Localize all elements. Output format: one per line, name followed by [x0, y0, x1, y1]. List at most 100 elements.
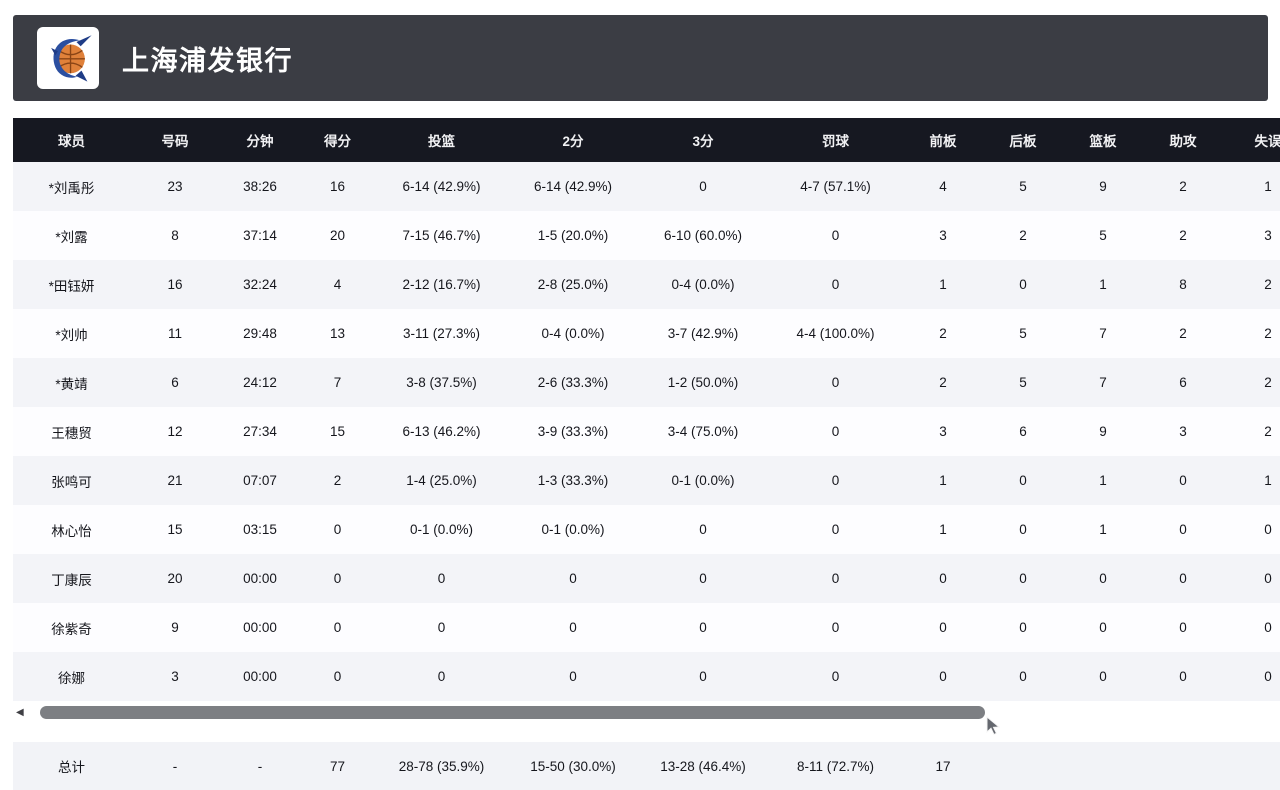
cell-three-pt: 0: [699, 522, 707, 537]
cell-points: 0: [333, 620, 342, 635]
total-cell-points: 77: [300, 742, 375, 790]
cell-number: 23: [167, 179, 183, 194]
cell-ft: 4-7 (57.1%): [800, 179, 871, 194]
cell-points: 2: [333, 473, 342, 488]
cell-player: 林心怡: [51, 523, 92, 539]
cell-two-pt: 0: [569, 669, 577, 684]
cell-two-pt: 2-8 (25.0%): [537, 277, 609, 292]
cell-reb: 9: [1099, 179, 1107, 194]
cell-fg: 0-1 (0.0%): [409, 522, 474, 537]
title-bar: 上海浦发银行: [13, 15, 1268, 101]
cell-reb: 1: [1099, 473, 1107, 488]
cell-three-pt: 0: [699, 669, 707, 684]
cell-fg: 2-12 (16.7%): [402, 277, 481, 292]
total-cell-dreb: [983, 742, 1063, 790]
cell-oreb: 0: [939, 571, 947, 586]
cell-ft: 0: [831, 571, 840, 586]
column-header-three-pt: 3分: [638, 118, 768, 162]
cell-player: 王穗贸: [51, 425, 92, 441]
cell-number: 8: [171, 228, 179, 243]
cell-minutes: 00:00: [243, 571, 277, 586]
cell-minutes: 24:12: [243, 375, 277, 390]
cell-tov: 0: [1264, 620, 1272, 635]
total-cell-ft: 8-11 (72.7%): [768, 742, 903, 790]
cell-tov: 0: [1264, 522, 1272, 537]
cell-points: 0: [333, 669, 342, 684]
cell-player: 丁康辰: [51, 572, 92, 588]
cell-dreb: 6: [1019, 424, 1027, 439]
cell-dreb: 0: [1019, 620, 1027, 635]
cell-ast: 2: [1179, 228, 1187, 243]
scroll-left-arrow-icon[interactable]: ◀: [16, 707, 24, 718]
cell-player: *刘禹彤: [48, 180, 95, 196]
cell-number: 6: [171, 375, 179, 390]
cell-number: 20: [167, 571, 183, 586]
horizontal-scrollbar: ◀: [13, 701, 1280, 725]
cell-fg: 0: [437, 571, 446, 586]
cell-ast: 2: [1179, 326, 1187, 341]
cell-tov: 0: [1264, 669, 1272, 684]
column-header-points: 得分: [300, 118, 375, 162]
cell-minutes: 00:00: [243, 620, 277, 635]
cell-reb: 0: [1099, 571, 1107, 586]
cell-tov: 2: [1264, 375, 1272, 390]
cell-ast: 6: [1179, 375, 1187, 390]
cell-tov: 0: [1264, 571, 1272, 586]
cell-minutes: 32:24: [243, 277, 277, 292]
column-header-ft: 罚球: [768, 118, 903, 162]
cell-three-pt: 0-4 (0.0%): [671, 277, 735, 292]
cell-player: 张鸣可: [51, 474, 92, 490]
column-header-two-pt: 2分: [508, 118, 638, 162]
cell-ast: 0: [1179, 522, 1187, 537]
total-cell-fg: 28-78 (35.9%): [375, 742, 508, 790]
cell-dreb: 2: [1019, 228, 1027, 243]
cell-three-pt: 6-10 (60.0%): [663, 228, 743, 243]
mouse-cursor-icon: [986, 716, 1001, 736]
totals-table: 总计 - -77 28-78 (35.9%) 15-50 (30.0%) 13-28 (4…: [13, 742, 1280, 790]
cell-fg: 0: [437, 669, 446, 684]
table-row: 林心怡 15 03:15 0 0-1 (0.0%) 0-1 (0.0%) 0 0 1 0 1 0 0: [13, 505, 1280, 554]
cell-number: 11: [167, 326, 182, 341]
cell-three-pt: 3-7 (42.9%): [667, 326, 739, 341]
cell-reb: 5: [1099, 228, 1107, 243]
cell-ft: 0: [831, 669, 840, 684]
team-logo-icon: [37, 27, 99, 89]
cell-fg: 1-4 (25.0%): [406, 473, 477, 488]
cell-reb: 7: [1099, 326, 1107, 341]
cell-reb: 7: [1099, 375, 1107, 390]
team-name: 上海浦发银行: [122, 45, 293, 76]
totals-viewport: 总计 - -77 28-78 (35.9%) 15-50 (30.0%) 13-28 (4…: [13, 742, 1280, 790]
cell-ast: 0: [1179, 473, 1187, 488]
table-row: 张鸣可 21 07:07 2 1-4 (25.0%) 1-3 (33.3%) 0-1 (0.…: [13, 456, 1280, 505]
cell-points: 0: [333, 571, 342, 586]
cell-dreb: 0: [1019, 473, 1027, 488]
column-header-player: 球员: [13, 118, 130, 162]
cell-player: 徐紫奇: [51, 621, 92, 637]
cell-two-pt: 0-4 (0.0%): [541, 326, 605, 341]
cell-oreb: 3: [939, 424, 947, 439]
cell-number: 15: [167, 522, 183, 537]
total-cell-reb: [1063, 742, 1143, 790]
total-cell-minutes: -: [220, 742, 300, 790]
cell-tov: 1: [1264, 179, 1272, 194]
cell-tov: 2: [1264, 424, 1272, 439]
total-cell-player: 总计: [13, 742, 130, 790]
cell-minutes: 38:26: [243, 179, 277, 194]
column-header-fg: 投篮: [375, 118, 508, 162]
cell-dreb: 0: [1019, 669, 1027, 684]
cell-reb: 9: [1099, 424, 1107, 439]
table-header-row: 球员 号码 分钟 得分 投篮 2分 3分 罚球 前板 后板 篮板 助攻 失误: [13, 118, 1280, 162]
table-row: 徐娜 3 00:00 0 0 0 0 0 0 0 0 0 0: [13, 652, 1280, 701]
cell-tov: 1: [1264, 473, 1272, 488]
cell-points: 13: [329, 326, 346, 341]
cell-ft: 0: [831, 424, 840, 439]
cell-reb: 0: [1099, 620, 1107, 635]
cell-number: 16: [167, 277, 183, 292]
horizontal-scrollbar-thumb[interactable]: [40, 706, 985, 719]
cell-fg: 6-13 (46.2%): [402, 424, 481, 439]
cell-two-pt: 2-6 (33.3%): [537, 375, 609, 390]
swordfish-basketball-logo-icon: [51, 35, 92, 82]
cell-tov: 2: [1264, 277, 1272, 292]
stats-table: 球员 号码 分钟 得分 投篮 2分 3分 罚球 前板 后板 篮板 助攻 失误 *刘禹彤 23 38:26 16…: [13, 118, 1280, 701]
cell-ast: 0: [1179, 620, 1187, 635]
